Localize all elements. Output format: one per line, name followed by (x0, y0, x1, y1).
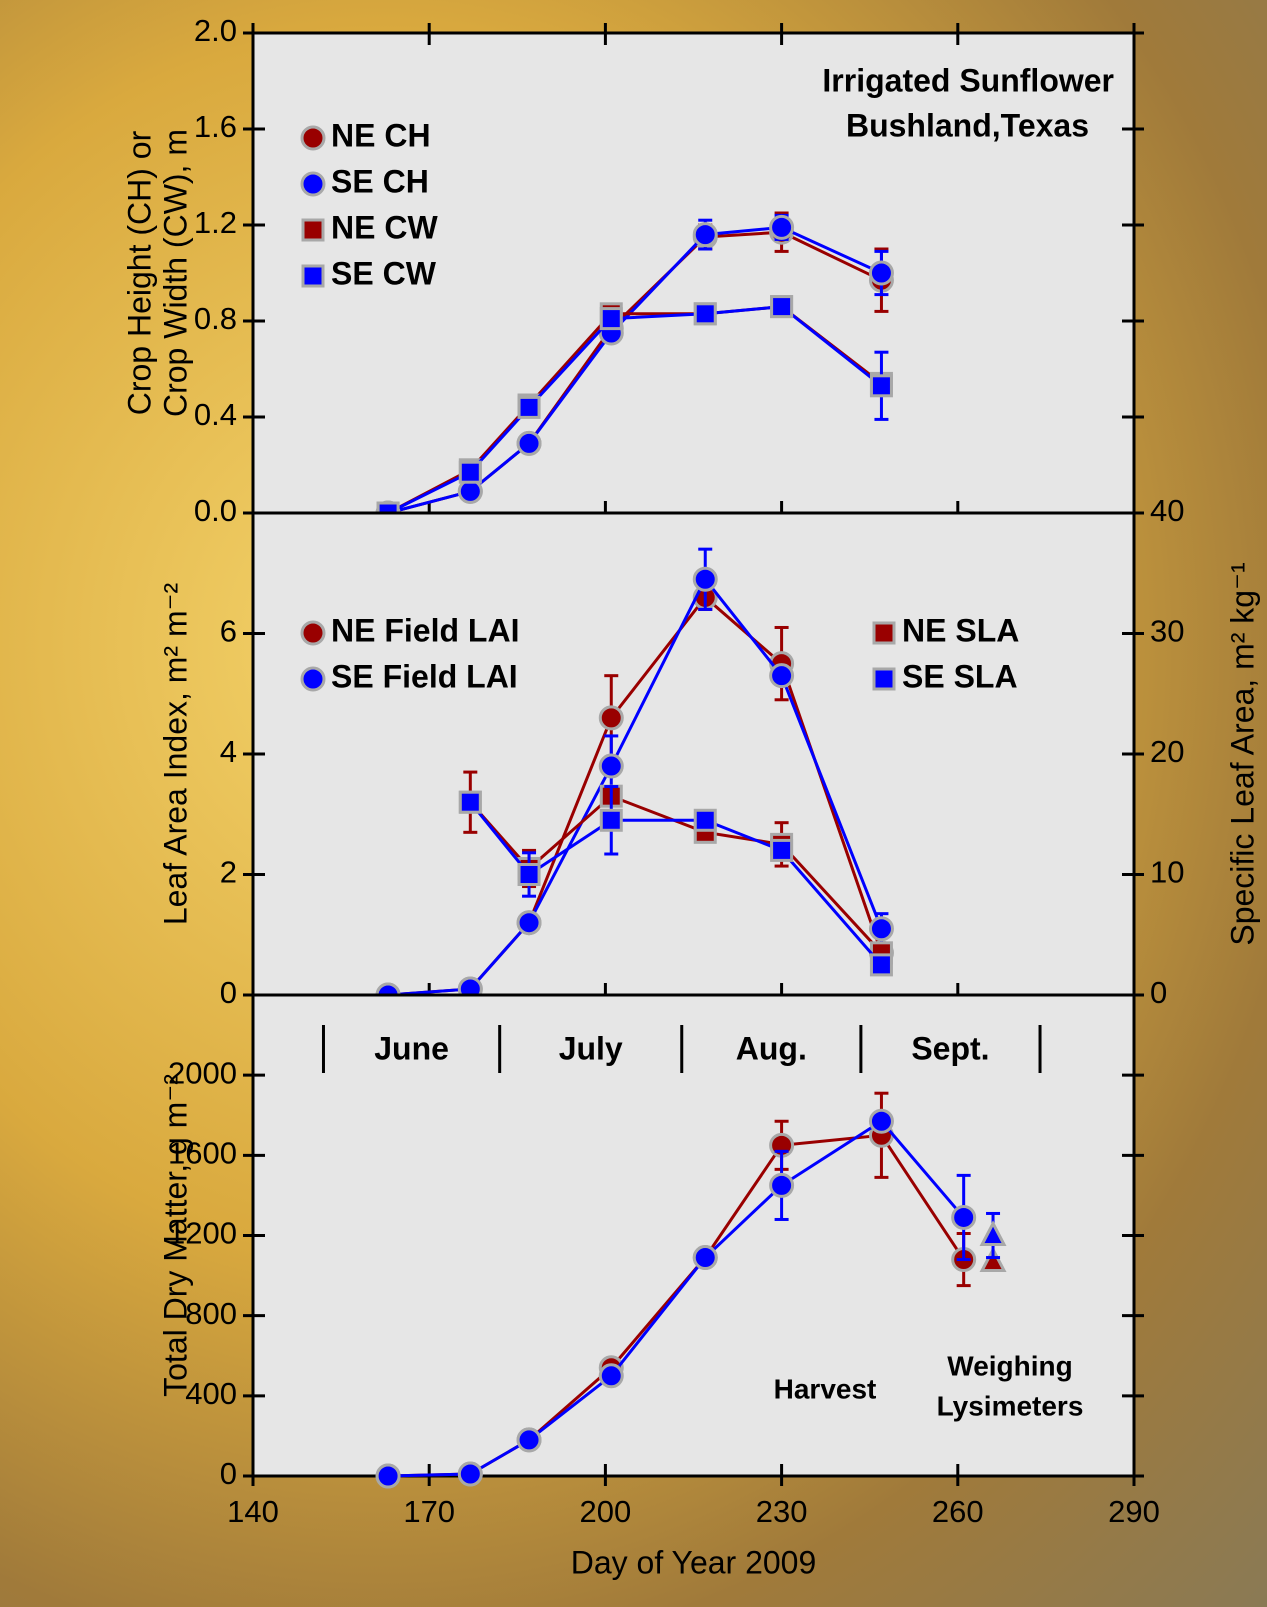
legend-label: SE Field LAI (331, 658, 518, 694)
annotation: Harvest (774, 1373, 877, 1404)
legend-label: NE CH (331, 117, 431, 153)
legend-label: SE CH (331, 163, 429, 199)
marker (869, 374, 893, 398)
y-tick-label: 400 (185, 1376, 237, 1411)
x-tick-label: 260 (932, 1494, 984, 1529)
annotation: Weighing (947, 1350, 1072, 1381)
marker (868, 260, 894, 286)
y2-tick-label: 30 (1150, 614, 1184, 649)
y-axis-label-text: Crop Width (CW), m (157, 129, 193, 417)
y-tick-label: 2 (220, 855, 237, 890)
y-tick-label: 4 (220, 734, 237, 769)
y-tick-label: 0.4 (194, 397, 237, 432)
marker (692, 222, 718, 248)
marker (693, 808, 717, 832)
marker (516, 430, 542, 456)
legend-marker (301, 264, 325, 288)
y-axis-label: Crop Height (CH) or (121, 130, 157, 415)
month-label: Aug. (736, 1030, 807, 1066)
marker (868, 1108, 894, 1134)
y2-tick-label: 10 (1150, 855, 1184, 890)
marker (457, 1461, 483, 1487)
marker (769, 1172, 795, 1198)
y2-axis-label-text: Specific Leaf Area, m² kg⁻¹ (1224, 562, 1260, 945)
y-tick-label: 0.8 (194, 301, 237, 336)
y2-axis-label: Specific Leaf Area, m² kg⁻¹ (1224, 562, 1260, 945)
marker (375, 1463, 401, 1489)
y2-tick-label: 0 (1150, 975, 1167, 1010)
chart-title: Irrigated Sunflower (822, 62, 1114, 98)
y-tick-label: 6 (220, 614, 237, 649)
y-tick-label: 1600 (168, 1136, 237, 1171)
legend-marker (300, 666, 326, 692)
marker (458, 460, 482, 484)
y-tick-label: 0.0 (194, 493, 237, 528)
y-tick-label: 800 (185, 1296, 237, 1331)
chart-subtitle: Bushland,Texas (846, 107, 1089, 143)
month-label: Sept. (911, 1030, 989, 1066)
marker (693, 302, 717, 326)
legend-marker (300, 620, 326, 646)
plot-area (251, 511, 1136, 997)
legend-marker (872, 667, 896, 691)
x-tick-label: 290 (1108, 1494, 1160, 1529)
y-axis-label-text: Total Dry Matter, g m⁻² (157, 1074, 193, 1397)
marker (598, 705, 624, 731)
marker (951, 1204, 977, 1230)
month-label: June (374, 1030, 449, 1066)
marker (692, 1245, 718, 1271)
y-tick-label: 1.2 (194, 205, 237, 240)
y-tick-label: 0 (220, 1456, 237, 1491)
legend-marker (300, 125, 326, 151)
legend-marker (872, 621, 896, 645)
marker (770, 295, 794, 319)
legend-label: SE SLA (902, 658, 1018, 694)
marker (598, 753, 624, 779)
marker (979, 1246, 1007, 1273)
marker (517, 863, 541, 886)
x-tick-label: 200 (580, 1494, 632, 1529)
y-tick-label: 2000 (168, 1055, 237, 1090)
month-label: July (559, 1030, 623, 1066)
y-axis-label: Crop Width (CW), m (157, 129, 193, 417)
marker (458, 790, 482, 814)
marker (979, 1220, 1007, 1246)
y2-tick-label: 20 (1150, 734, 1184, 769)
plot-area (251, 31, 1136, 515)
marker (598, 1363, 624, 1389)
x-tick-label: 140 (227, 1494, 279, 1529)
marker (770, 838, 794, 862)
marker (769, 663, 795, 689)
legend-label: NE SLA (902, 612, 1019, 648)
y-axis-label-text: Leaf Area Index, m² m⁻² (157, 582, 193, 925)
marker (517, 395, 541, 419)
y-axis-label: Leaf Area Index, m² m⁻² (157, 582, 193, 925)
x-tick-label: 230 (756, 1494, 808, 1529)
y-tick-label: 1.6 (194, 109, 237, 144)
marker (869, 953, 893, 977)
marker (599, 307, 623, 331)
legend-label: NE Field LAI (331, 612, 519, 648)
annotation: Lysimeters (937, 1390, 1084, 1421)
marker (868, 916, 894, 942)
y2-tick-label: 40 (1150, 493, 1184, 528)
legend-label: SE CW (331, 255, 437, 291)
y-tick-label: 1200 (168, 1216, 237, 1251)
marker (516, 1427, 542, 1453)
marker (692, 566, 718, 592)
x-tick-label: 170 (403, 1494, 455, 1529)
y-axis-label: Total Dry Matter, g m⁻² (157, 1074, 193, 1397)
marker (769, 214, 795, 240)
x-axis-label: Day of Year 2009 (571, 1544, 817, 1580)
y-axis-label-text: Crop Height (CH) or (121, 130, 157, 415)
y-tick-label: 0 (220, 975, 237, 1010)
marker (516, 910, 542, 936)
legend-marker (301, 218, 325, 242)
legend-marker (300, 171, 326, 197)
legend-label: NE CW (331, 209, 438, 245)
marker (599, 808, 623, 832)
series-line (469, 801, 883, 966)
y-tick-label: 2.0 (194, 13, 237, 48)
